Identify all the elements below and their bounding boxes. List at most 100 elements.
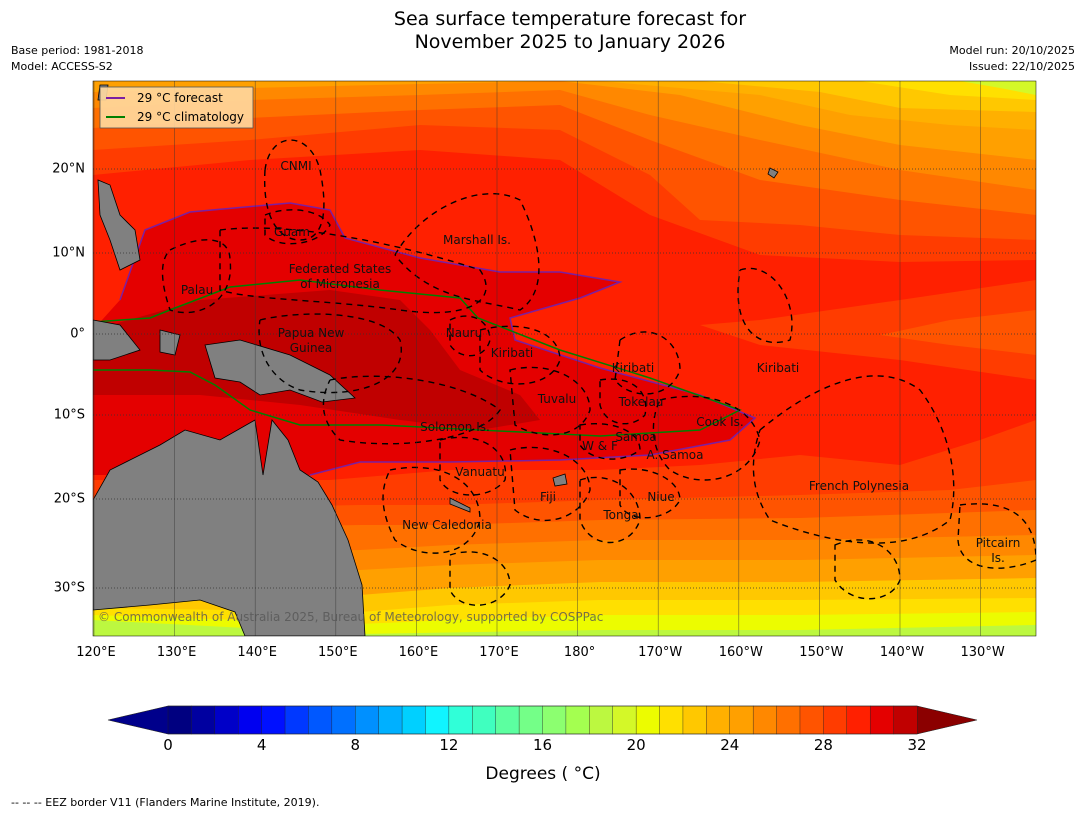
land-new-caledonia xyxy=(449,497,471,513)
eez-border-tuvalu xyxy=(509,366,591,436)
land-sulawesi xyxy=(159,329,181,356)
meta-left: Base period: 1981-2018 Model: ACCESS-S2 xyxy=(11,43,143,75)
warm-pool-30 xyxy=(93,290,540,430)
land-philippines xyxy=(97,179,141,271)
region-label: Guinea xyxy=(290,341,333,355)
meta-right: Model run: 20/10/2025 Issued: 22/10/2025 xyxy=(949,43,1075,75)
eez-border-solomon xyxy=(322,375,501,445)
lon-tick-label: 180° xyxy=(563,645,596,660)
lon-tick-label: 130°W xyxy=(960,645,1005,660)
eez-border-samoa xyxy=(579,423,641,460)
model-run: Model run: 20/10/2025 xyxy=(949,44,1075,57)
title-line-2: November 2025 to January 2026 xyxy=(414,31,726,53)
colorbar-tick-label: 32 xyxy=(907,736,927,754)
eez-border-niue xyxy=(619,468,681,519)
colorbar-tick-label: 20 xyxy=(626,736,646,754)
region-label: Vanuatu xyxy=(455,465,505,479)
region-label: Cook Is. xyxy=(696,415,743,429)
sst-band-north-6 xyxy=(93,81,1036,112)
lat-tick-label: 20°N xyxy=(52,161,85,177)
title-line-1: Sea surface temperature forecast for xyxy=(393,8,747,30)
eez-border-fiji xyxy=(509,446,591,522)
region-label: Federated States xyxy=(289,262,391,276)
colorbar-tick-label: 16 xyxy=(532,736,553,754)
land-australia xyxy=(93,419,366,636)
lon-tick-label: 140°W xyxy=(879,645,925,660)
colorbar-tick-label: 12 xyxy=(439,736,459,754)
region-label: Tuvalu xyxy=(537,392,577,406)
colorbar-tick-label: 8 xyxy=(350,736,361,754)
region-label: A. Samoa xyxy=(647,448,704,462)
eez-border-kiribati-e xyxy=(737,267,793,344)
eez-border-new-caledonia xyxy=(382,466,481,554)
sst-band-east xyxy=(700,280,1036,380)
eez-border-guam xyxy=(264,209,331,245)
sst-band-north-5 xyxy=(93,81,1036,130)
region-label: Guam xyxy=(274,225,310,239)
region-label: Tonga xyxy=(602,508,638,522)
lat-tick-label: 10°N xyxy=(52,245,85,261)
region-label: CNMI xyxy=(280,159,311,173)
region-label: Marshall Is. xyxy=(443,233,511,247)
land-hawaii xyxy=(767,167,779,179)
colorbar-tick-label: 0 xyxy=(163,736,173,754)
lon-tick-label: 170°W xyxy=(638,645,683,660)
eez-border-tokelau xyxy=(599,378,647,425)
model-name: Model: ACCESS-S2 xyxy=(11,60,113,73)
lon-tick-label: 150°E xyxy=(318,645,358,660)
region-label: Solomon Is. xyxy=(420,420,490,434)
lat-tick-label: 30°S xyxy=(53,580,85,596)
lon-tick-label: 140°E xyxy=(237,645,277,660)
region-label: of Micronesia xyxy=(300,277,380,291)
region-label: New Caledonia xyxy=(402,518,492,532)
region-label: Palau xyxy=(181,283,213,297)
land-borneo xyxy=(93,319,141,361)
region-label: Kiribati xyxy=(757,361,799,375)
colorbar-tick-label: 24 xyxy=(720,736,740,754)
lon-tick-label: 160°E xyxy=(398,645,439,660)
eez-border-kiribati-c xyxy=(614,331,681,395)
chart-title: Sea surface temperature forecast for Nov… xyxy=(0,8,1085,54)
lat-tick-label: 0° xyxy=(70,326,85,342)
forecast-29c-contour xyxy=(119,202,757,476)
lon-tick-label: 120°E xyxy=(76,645,116,660)
region-label: Fiji xyxy=(540,490,556,504)
issued-date: Issued: 22/10/2025 xyxy=(968,60,1075,73)
eez-border-palau xyxy=(161,239,232,314)
map-frame xyxy=(92,80,1037,637)
lon-tick-label: 170°E xyxy=(479,645,519,660)
land-new-guinea xyxy=(204,339,356,403)
region-label: W & F xyxy=(582,439,618,453)
eez-border-cnmi xyxy=(264,139,325,241)
region-label: Is. xyxy=(991,551,1005,565)
lat-tick-label: 20°S xyxy=(53,491,85,507)
colorbar-label: Degrees ( °C) xyxy=(485,764,601,784)
legend-climatology-label: 29 °C climatology xyxy=(137,110,244,124)
colorbar-tick-label: 4 xyxy=(256,736,267,754)
sst-band-south-8 xyxy=(93,620,1036,636)
lat-tick-label: 10°S xyxy=(53,407,85,423)
eez-border-vanuatu xyxy=(439,436,507,496)
legend-forecast-label: 29 °C forecast xyxy=(137,91,223,105)
region-label: Samoa xyxy=(615,430,656,444)
copyright-text: © Commonwealth of Australia 2025, Bureau… xyxy=(98,610,603,624)
base-period: Base period: 1981-2018 xyxy=(11,44,144,57)
region-label: Pitcairn xyxy=(976,536,1021,550)
eez-border-marshall xyxy=(394,193,540,311)
land-fiji xyxy=(552,473,568,487)
region-label: Nauru xyxy=(446,326,482,340)
lon-tick-label: 150°W xyxy=(799,645,844,660)
region-label: Kiribati xyxy=(612,361,654,375)
region-label: Papua New xyxy=(278,326,345,340)
eez-border-norfolk xyxy=(449,551,511,606)
lon-tick-label: 160°W xyxy=(718,645,763,660)
eez-border-french-polynesia xyxy=(752,375,955,544)
eez-border-kiribati-w xyxy=(479,325,561,385)
lon-tick-label: 130°E xyxy=(156,645,197,660)
region-label: Kiribati xyxy=(491,346,533,360)
region-label: French Polynesia xyxy=(809,479,909,493)
map-legend: 29 °C forecast 29 °C climatology xyxy=(99,86,254,129)
eez-border-tonga xyxy=(579,476,641,544)
eez-border-cook xyxy=(652,395,761,481)
